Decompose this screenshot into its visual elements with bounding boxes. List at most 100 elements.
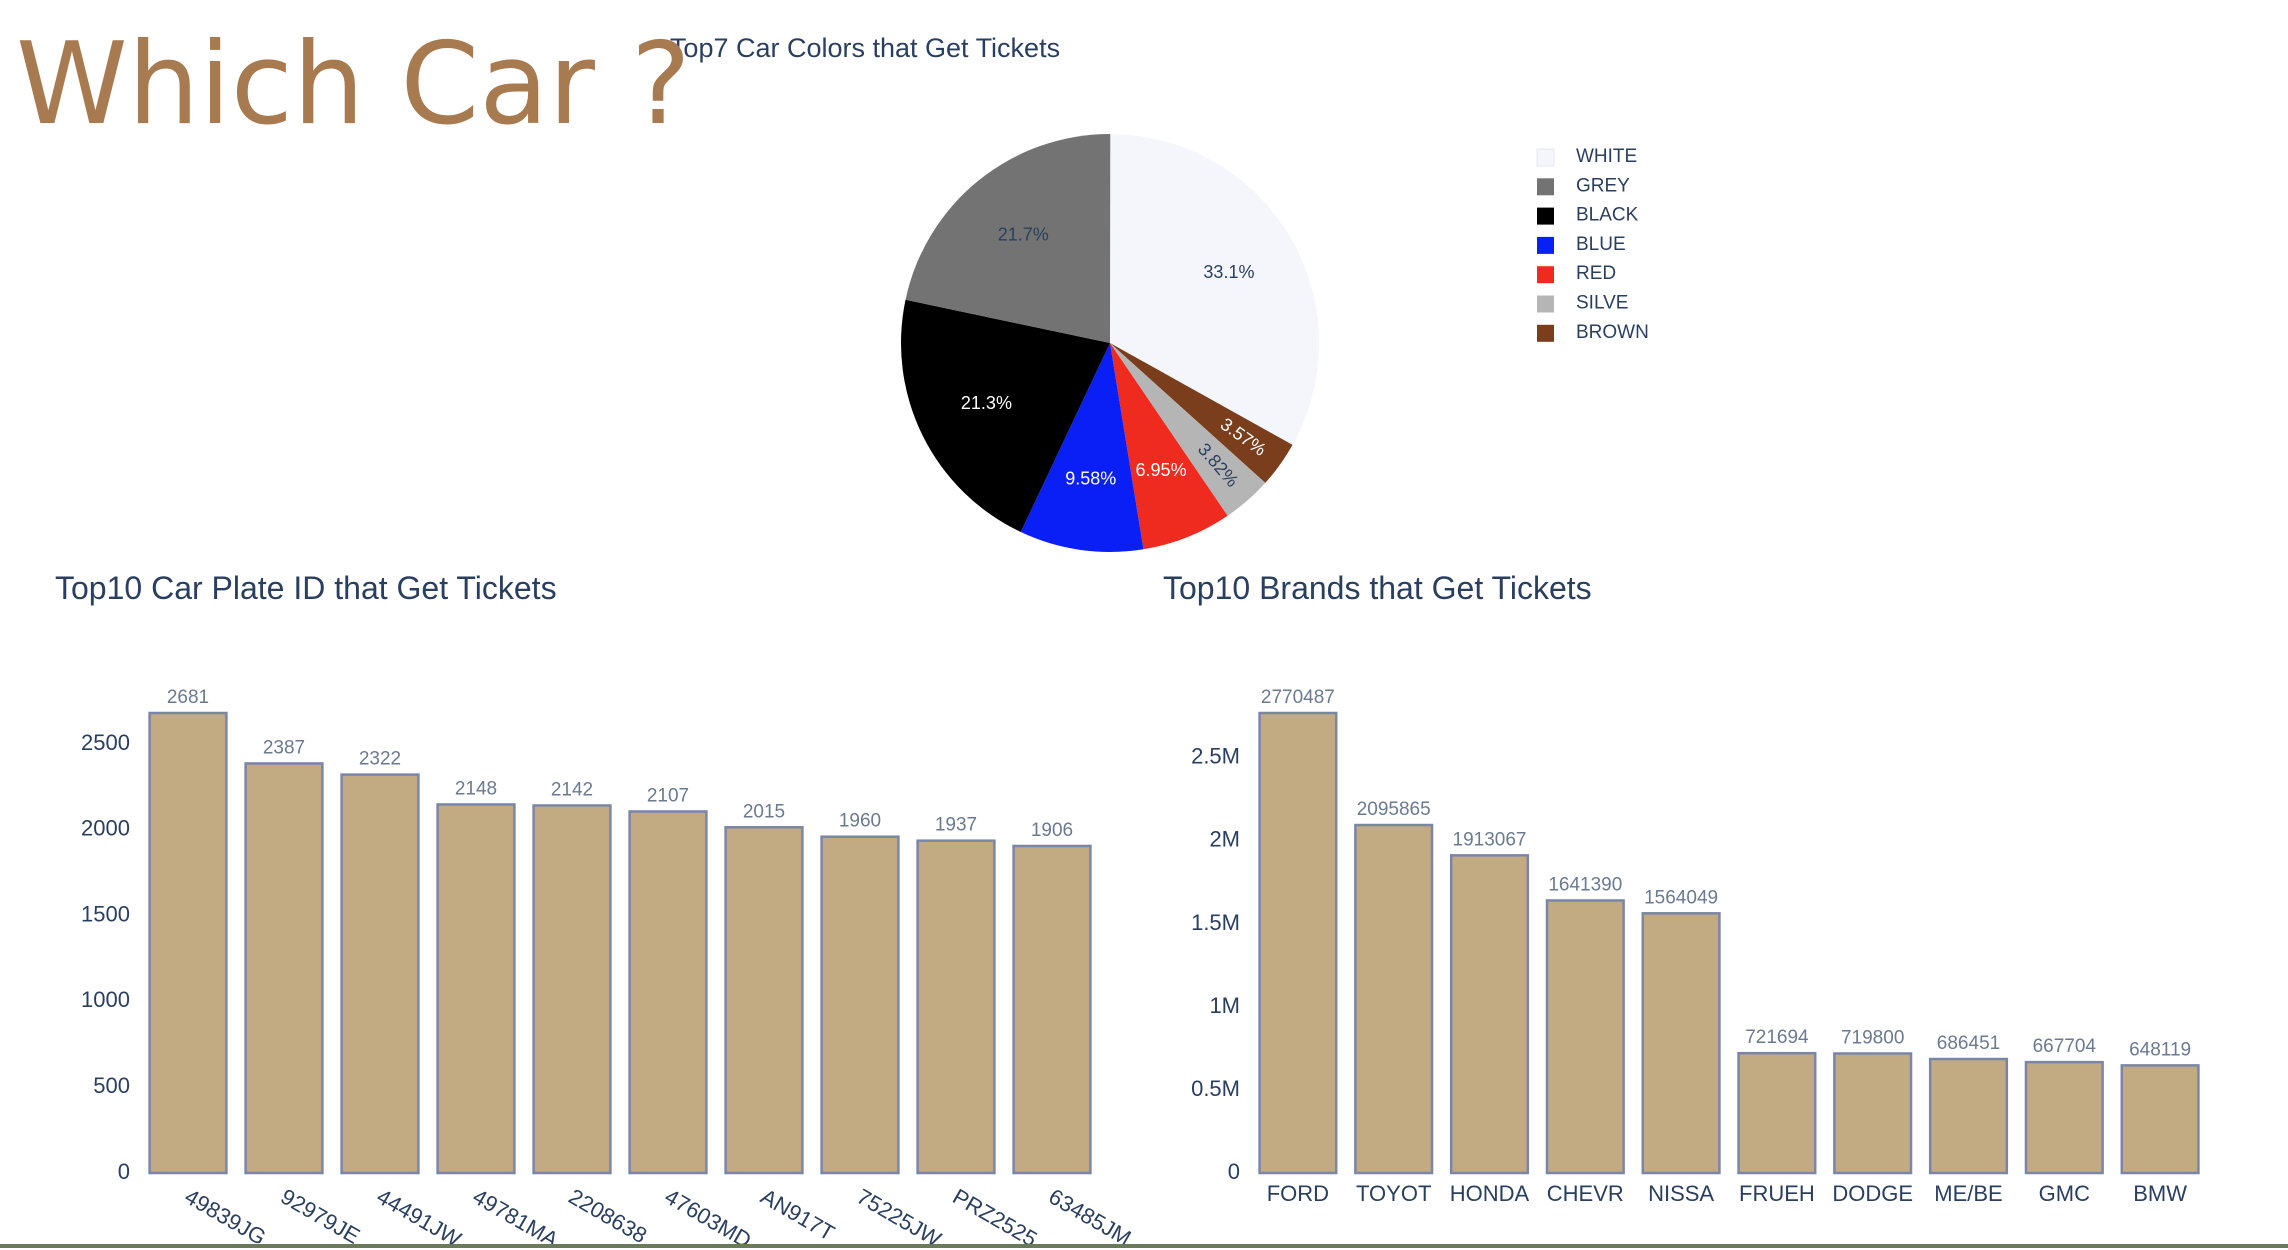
bar	[1258, 711, 1338, 1175]
x-tick-label: NISSA	[1648, 1181, 1714, 1206]
bottom-divider	[0, 1244, 2288, 1248]
bars: 2770487 FORD 2095865 TOYOT 1913067 HONDA 16413…	[1258, 687, 2200, 1206]
pie-slice-blue	[1020, 343, 1144, 552]
x-tick-label: BMW	[2133, 1181, 2187, 1206]
bar-value-label: 686451	[1937, 1033, 2000, 1054]
bar	[340, 773, 420, 1175]
bar-value-label: 667704	[2033, 1036, 2097, 1057]
bar	[916, 839, 996, 1175]
x-tick-label: FORD	[1267, 1181, 1329, 1206]
legend-item-black: BLACK	[1537, 205, 1639, 226]
bar	[820, 835, 900, 1175]
x-tick-label: 47603MD	[661, 1184, 756, 1250]
plates-bar: Top10 Car Plate ID that Get Tickets 0 500 1…	[55, 570, 1135, 1250]
bar-value-label: 2387	[263, 737, 305, 758]
legend-item-white: WHITE	[1536, 146, 1637, 167]
pie-slice-grey	[905, 134, 1111, 343]
y-tick-label: 1000	[81, 987, 130, 1012]
x-tick-label: HONDA	[1450, 1181, 1530, 1206]
legend-item-grey: GREY	[1537, 175, 1630, 196]
bar	[724, 826, 804, 1175]
bar-value-label: 1641390	[1548, 874, 1622, 895]
legend-swatch	[1537, 266, 1554, 284]
bar-value-label: 2148	[455, 778, 497, 799]
pie-slice-label: 21.3%	[961, 393, 1012, 413]
y-tick-label: 1500	[81, 901, 130, 926]
pie-slice-label: 9.58%	[1065, 468, 1116, 488]
bar-value-label: 2095865	[1357, 799, 1431, 820]
bars: 2681 49839JG 2387 92979JE 2322 44491JW 2148 497…	[148, 687, 1136, 1250]
bar	[1928, 1057, 2009, 1175]
bar	[2120, 1064, 2200, 1175]
y-tick-label: 1.5M	[1191, 910, 1240, 935]
x-tick-label: DODGE	[1832, 1181, 1913, 1206]
legend-label: BLUE	[1576, 234, 1626, 255]
pie-slices: 33.1%3.57%3.82%6.95%9.58%21.3%21.7%	[901, 134, 1319, 552]
bar	[1833, 1052, 1913, 1175]
bar-value-label: 2322	[359, 749, 401, 770]
y-tick-label: 2.5M	[1191, 744, 1240, 769]
legend-label: SILVE	[1576, 293, 1628, 314]
legend-swatch	[1537, 295, 1554, 313]
legend-label: BROWN	[1576, 322, 1649, 343]
bar	[1641, 912, 1721, 1175]
legend-label: WHITE	[1576, 146, 1637, 167]
x-tick-label: CHEVR	[1547, 1181, 1624, 1206]
bar-value-label: 2015	[743, 801, 785, 822]
legend-item-brown: BROWN	[1537, 322, 1649, 343]
bar	[1012, 844, 1092, 1175]
x-tick-label: 2208638	[565, 1184, 652, 1248]
pie-slice-silve	[1110, 343, 1266, 516]
x-tick-label: FRUEH	[1739, 1181, 1815, 1206]
bar-value-label: 1564049	[1644, 887, 1718, 908]
bar-value-label: 1906	[1031, 820, 1073, 841]
legend-item-red: RED	[1537, 263, 1616, 284]
bar	[148, 711, 228, 1175]
x-tick-label: AN917T	[757, 1184, 839, 1246]
brands-bar-title: Top10 Brands that Get Tickets	[1163, 570, 1592, 606]
y-tick-label: 2500	[81, 730, 130, 755]
legend-label: GREY	[1576, 175, 1630, 196]
x-tick-label: ME/BE	[1934, 1181, 2002, 1206]
plates-bar-title: Top10 Car Plate ID that Get Tickets	[55, 570, 557, 606]
bar-value-label: 2142	[551, 779, 593, 800]
bar-value-label: 721694	[1745, 1027, 1809, 1048]
pie-slice-label: 6.95%	[1136, 460, 1187, 480]
x-tick-label: GMC	[2039, 1181, 2090, 1206]
bar-value-label: 2107	[647, 785, 689, 806]
y-tick-label: 1M	[1209, 993, 1240, 1018]
y-axis: 0 0.5M 1M 1.5M 2M 2.5M	[1191, 744, 1240, 1184]
y-tick-label: 2000	[81, 816, 130, 841]
legend-swatch	[1537, 178, 1554, 196]
legend-label: RED	[1576, 263, 1616, 284]
bar	[1545, 899, 1625, 1175]
bar-value-label: 1913067	[1453, 829, 1527, 850]
x-tick-label: PRZ2525	[949, 1184, 1042, 1250]
bar-value-label: 1960	[839, 811, 881, 832]
pie-slice-red	[1110, 343, 1228, 550]
legend-item-blue: BLUE	[1537, 234, 1626, 255]
bar	[2024, 1060, 2104, 1175]
pie-chart-title: Top7 Car Colors that Get Tickets	[670, 33, 1060, 63]
pie-slice-brown	[1110, 343, 1293, 483]
x-tick-label: 92979JE	[277, 1184, 365, 1249]
legend-label: BLACK	[1576, 205, 1639, 226]
x-tick-label: 49781MA	[469, 1184, 563, 1250]
pie-slice-white	[1110, 134, 1319, 445]
x-tick-label: 63485JM	[1045, 1184, 1136, 1250]
legend-swatch	[1537, 207, 1554, 225]
bar-value-label: 648119	[2129, 1039, 2191, 1060]
y-tick-label: 0.5M	[1191, 1076, 1240, 1101]
pie-slice-label: 21.7%	[998, 225, 1049, 245]
bar	[628, 810, 708, 1175]
legend-swatch	[1537, 236, 1554, 254]
x-tick-label: TOYOT	[1356, 1181, 1431, 1206]
pie-slice-black	[901, 299, 1110, 532]
legend-swatch	[1537, 324, 1554, 342]
bar-value-label: 2770487	[1261, 687, 1335, 708]
y-axis: 0 500 1000 1500 2000 2500	[81, 730, 130, 1184]
slide-title: Which Car ?	[16, 18, 691, 150]
x-tick-label: 44491JW	[373, 1184, 466, 1250]
legend-swatch	[1536, 148, 1555, 167]
